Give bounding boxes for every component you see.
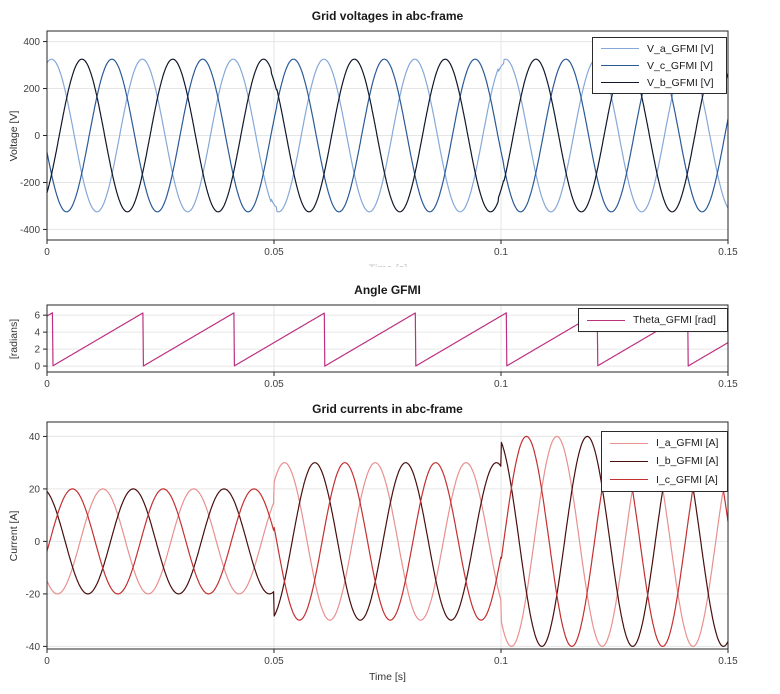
- legend-label: I_c_GFMI [A]: [656, 473, 718, 486]
- current-chart-title: Grid currents in abc-frame: [312, 402, 463, 416]
- svg-text:0.15: 0.15: [718, 656, 738, 667]
- svg-text:20: 20: [29, 484, 41, 495]
- svg-text:0: 0: [44, 379, 50, 390]
- legend-chart-0: V_a_GFMI [V] V_c_GFMI [V] V_b_GFMI [V]: [592, 37, 727, 94]
- series-line-V_c_GFMI: [46, 58, 729, 213]
- axes-box-2: [46, 421, 729, 650]
- svg-text:0.15: 0.15: [718, 247, 738, 258]
- svg-text:40: 40: [29, 432, 41, 443]
- svg-text:0: 0: [44, 656, 50, 667]
- legend-chart-2: I_a_GFMI [A] I_b_GFMI [A] I_c_GFMI [A]: [601, 431, 728, 492]
- legend-label: I_b_GFMI [A]: [656, 455, 719, 468]
- svg-text:0: 0: [34, 362, 40, 373]
- time-axis-label: Time [s]: [369, 671, 406, 683]
- legend-line-sample: [601, 82, 639, 83]
- tick-labels-0: 0 0.05 0.1 0.15 -400 -200 0 200 400: [20, 37, 738, 258]
- tick-labels-1: 0 0.05 0.1 0.15 0 2 4 6: [34, 311, 738, 390]
- legend-entry-I_b_GFMI: I_b_GFMI [A]: [610, 455, 723, 467]
- tick-labels-2: 0 0.05 0.1 0.15 -40 -20 0 20 40: [26, 432, 739, 667]
- series-line-V_a_GFMI: [46, 58, 729, 213]
- legend-line-sample: [610, 479, 648, 481]
- series-line-I_a_GFMI: [46, 435, 729, 647]
- tick-marks-2: [43, 435, 729, 653]
- svg-text:-40: -40: [26, 642, 41, 653]
- svg-text:2: 2: [34, 345, 40, 356]
- legend-label: I_a_GFMI [A]: [656, 437, 719, 450]
- svg-text:200: 200: [23, 84, 40, 95]
- series-lines-1: [46, 312, 729, 367]
- svg-text:0.1: 0.1: [494, 656, 508, 667]
- svg-text:0.05: 0.05: [264, 379, 284, 390]
- legend-line-sample: [610, 460, 648, 462]
- legend-line-sample: [601, 65, 639, 66]
- legend-entry-I_c_GFMI: I_c_GFMI [A]: [610, 474, 723, 486]
- svg-text:400: 400: [23, 37, 40, 48]
- svg-text:-200: -200: [20, 178, 40, 189]
- svg-text:-400: -400: [20, 225, 40, 236]
- legend-label: V_b_GFMI [V]: [647, 76, 714, 89]
- svg-text:-20: -20: [26, 589, 41, 600]
- svg-text:0: 0: [34, 131, 40, 142]
- legend-line-sample: [601, 48, 639, 49]
- tick-marks-1: [43, 314, 729, 376]
- svg-text:6: 6: [34, 311, 40, 322]
- svg-text:0.1: 0.1: [494, 247, 508, 258]
- svg-text:0.05: 0.05: [264, 247, 284, 258]
- svg-text:0.15: 0.15: [718, 379, 738, 390]
- legend-line-sample: [610, 442, 648, 444]
- legend-entry-I_a_GFMI: I_a_GFMI [A]: [610, 437, 723, 449]
- svg-text:0.05: 0.05: [264, 656, 284, 667]
- clipped-time-axis-label: Time [s]: [347, 263, 429, 267]
- voltage-chart-title: Grid voltages in abc-frame: [311, 9, 464, 23]
- tick-marks-0: [43, 41, 729, 244]
- series-line-I_b_GFMI: [46, 435, 729, 647]
- svg-text:0: 0: [34, 537, 40, 548]
- svg-text:0.1: 0.1: [494, 379, 508, 390]
- angle-chart-title: Angle GFMI: [354, 283, 421, 297]
- series-line-Theta_GFMI: [46, 312, 729, 367]
- axes-box-1: [46, 304, 729, 373]
- legend-entry-V_c_GFMI: V_c_GFMI [V]: [601, 60, 722, 72]
- legend-entry-Theta_GFMI: Theta_GFMI [rad]: [587, 314, 723, 326]
- legend-label: V_c_GFMI [V]: [647, 59, 713, 72]
- legend-chart-1: Theta_GFMI [rad]: [578, 308, 728, 332]
- legend-line-sample: [587, 319, 625, 321]
- legend-entry-V_b_GFMI: V_b_GFMI [V]: [601, 77, 722, 89]
- legend-label: V_a_GFMI [V]: [647, 42, 714, 55]
- legend-entry-V_a_GFMI: V_a_GFMI [V]: [601, 43, 722, 55]
- svg-text:0: 0: [44, 247, 50, 258]
- svg-text:4: 4: [34, 328, 40, 339]
- legend-label: Theta_GFMI [rad]: [633, 314, 716, 326]
